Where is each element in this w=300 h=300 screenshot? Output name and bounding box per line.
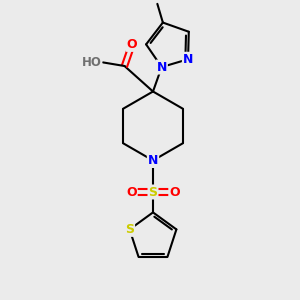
Text: HO: HO bbox=[82, 56, 101, 69]
Text: S: S bbox=[148, 185, 158, 199]
Text: N: N bbox=[183, 53, 193, 66]
Text: S: S bbox=[125, 223, 134, 236]
Text: O: O bbox=[169, 185, 180, 199]
Text: O: O bbox=[127, 38, 137, 51]
Text: N: N bbox=[157, 61, 167, 74]
Text: N: N bbox=[148, 154, 158, 167]
Text: O: O bbox=[126, 185, 137, 199]
